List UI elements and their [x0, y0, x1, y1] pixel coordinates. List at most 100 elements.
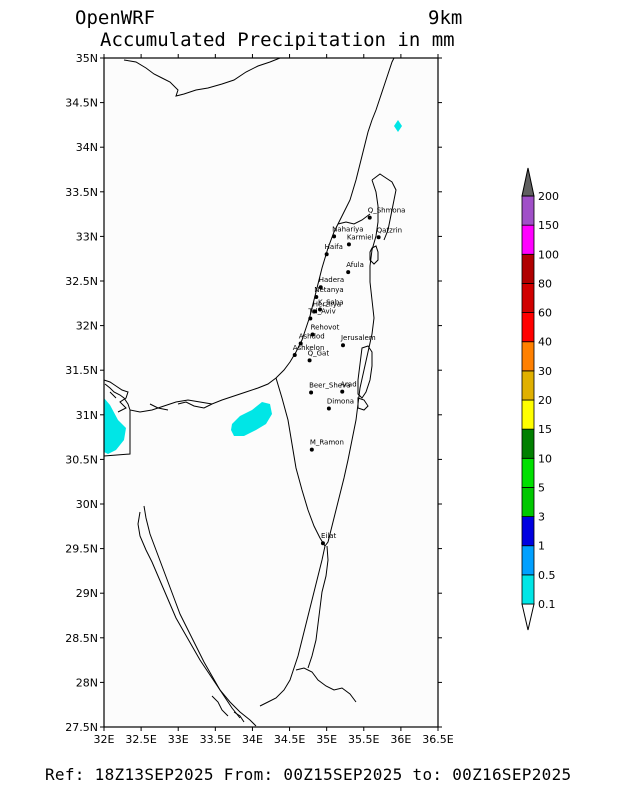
- legend-level-label: 60: [538, 307, 552, 320]
- legend-color-bin: [521, 370, 535, 401]
- legend-level-label: 5: [538, 481, 545, 494]
- gulf-of-aqaba-east: [307, 545, 329, 669]
- city-marker: [307, 358, 312, 363]
- sea-of-galilee: [369, 245, 379, 265]
- lat-tick-label: 33N: [76, 230, 98, 243]
- legend-level-label: 30: [538, 365, 552, 378]
- legend-color-bin: [521, 283, 535, 313]
- map-model-title: OpenWRF: [75, 7, 156, 29]
- city-marker: [332, 234, 337, 239]
- golan-border: [371, 173, 397, 241]
- legend-under-triangle: [521, 603, 535, 631]
- city-label: Qatzrin: [377, 226, 402, 234]
- city-label: M_Ramon: [310, 439, 344, 447]
- lon-tick-label: 35.5E: [348, 733, 379, 746]
- legend-level-label: 1: [538, 540, 545, 553]
- city-label: Arad: [340, 381, 356, 389]
- city-marker: [376, 235, 381, 240]
- lon-tick-label: 34E: [242, 733, 263, 746]
- legend-color-bin: [521, 516, 535, 547]
- lat-tick-label: 35N: [76, 52, 98, 65]
- city-marker: [308, 316, 313, 321]
- legend-level-label: 200: [538, 190, 559, 203]
- city-label: Dimona: [327, 398, 354, 406]
- city-label: Netanya: [314, 286, 343, 294]
- city-marker: [292, 353, 297, 358]
- cyprus-coast: [123, 57, 281, 97]
- city-label: Karmiel: [347, 233, 374, 241]
- map-plot-area: [103, 57, 439, 728]
- city-label: Tel_Aviv: [307, 307, 335, 315]
- city-label: Ashdod: [299, 332, 325, 340]
- city-label: Herzliya: [313, 300, 341, 308]
- lon-tick-label: 32.5E: [125, 733, 156, 746]
- gulf-of-suez-east: [137, 511, 241, 719]
- legend-level-label: 0.5: [538, 569, 556, 582]
- city-marker: [298, 341, 303, 346]
- precip-area-northeast: [394, 120, 402, 132]
- city-label: Nahariya: [332, 225, 364, 233]
- city-marker: [309, 390, 314, 395]
- city-label: Rehovot: [311, 324, 340, 332]
- dead-sea: [357, 345, 373, 411]
- legend-level-label: 40: [538, 336, 552, 349]
- longitude-axis: 32E 32.5E 33E 33.5E 34E 34.5E 35E 35.5E 36E 36.5E: [94, 54, 454, 746]
- legend-level-label: 100: [538, 248, 559, 261]
- red-sea-coast: [295, 667, 357, 703]
- nile-delta-coast: [103, 379, 213, 413]
- legend-level-label: 10: [538, 452, 552, 465]
- legend-color-bin: [521, 457, 535, 488]
- precipitation-map: 27.5N 28N 28.5N 29N 29.5N 30N 30.5N 31N 31.5N 32N…: [65, 52, 559, 746]
- city-marker: [317, 307, 322, 312]
- city-marker: [346, 270, 351, 275]
- lat-tick-label: 28N: [76, 676, 98, 689]
- city-marker: [310, 332, 315, 337]
- lat-tick-label: 32N: [76, 320, 98, 333]
- lat-tick-label: 29N: [76, 587, 98, 600]
- precip-legend: 0.1 0.5 1 3 5 10 15 20 30 40 60 80 100 150 200: [521, 167, 559, 631]
- lat-tick-label: 31N: [76, 409, 98, 422]
- legend-color-bin: [521, 545, 535, 576]
- city-label: Haifa: [325, 243, 343, 251]
- run-info-footer: Ref: 18Z13SEP2025 From: 00Z15SEP2025 to:…: [45, 765, 572, 784]
- city-marker: [340, 389, 345, 394]
- legend-color-bin: [521, 224, 535, 255]
- legend-level-label: 0.1: [538, 598, 556, 611]
- lat-tick-label: 27.5N: [65, 721, 98, 734]
- lat-tick-label: 32.5N: [65, 275, 98, 288]
- latitude-axis: 27.5N 28N 28.5N 29N 29.5N 30N 30.5N 31N 31.5N 32N…: [65, 52, 442, 734]
- map-resolution-label: 9km: [428, 7, 463, 29]
- lebanon-border: [337, 213, 371, 225]
- precip-area-sinai: [231, 402, 272, 436]
- map-title: Accumulated Precipitation in mm: [100, 29, 455, 51]
- city-marker: [346, 242, 351, 247]
- legend-level-label: 15: [538, 423, 552, 436]
- city-marker: [367, 215, 372, 220]
- egypt-israel-border: [275, 377, 326, 547]
- lat-tick-label: 30.5N: [65, 453, 98, 466]
- lon-tick-label: 33.5E: [200, 733, 231, 746]
- lat-tick-label: 30N: [76, 498, 98, 511]
- legend-color-bin: [521, 312, 535, 343]
- map-frame: [103, 57, 439, 728]
- legend-color-bin: [521, 428, 535, 459]
- map-background: [104, 58, 438, 727]
- legend-over-triangle: [521, 167, 535, 197]
- city-label: Jerusalem: [340, 334, 376, 342]
- legend-level-label: 3: [538, 511, 545, 524]
- city-label: Ashkelon: [293, 344, 325, 352]
- lat-tick-label: 29.5N: [65, 543, 98, 556]
- legend-color-bin: [521, 341, 535, 372]
- lon-tick-label: 36E: [390, 733, 411, 746]
- coastline: [104, 57, 395, 413]
- red-sea-islands: [211, 695, 245, 723]
- lon-tick-label: 34.5E: [274, 733, 305, 746]
- city-marker: [340, 343, 345, 348]
- city-marker: [312, 309, 317, 314]
- city-marker: [320, 541, 325, 546]
- lat-tick-label: 33.5N: [65, 186, 98, 199]
- legend-level-label: 80: [538, 277, 552, 290]
- precip-area-west: [104, 398, 126, 454]
- lon-tick-label: 36.5E: [422, 733, 453, 746]
